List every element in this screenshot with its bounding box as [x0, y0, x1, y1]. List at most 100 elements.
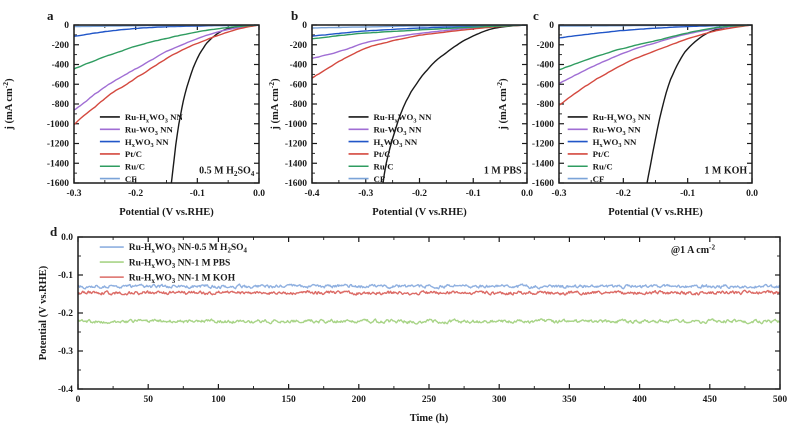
panel-c-ytick: -1600 [532, 179, 554, 189]
panel-a-plot: -0.3 -0.2 -0.1 0.0 0 -200 -400 -600 -800 -1000 -12… [47, 21, 265, 218]
panel-b-ytick: -800 [290, 100, 308, 110]
panel-c-plot: -0.3 -0.2 -0.1 0.0 0 -200 -400 -600 -800 -1000 -12… [532, 21, 758, 218]
panel-a-ytick: -1200 [47, 140, 69, 150]
panel-a-ytick: -200 [52, 41, 70, 51]
panel-b-xtick: -0.3 [358, 189, 373, 199]
legend-label: Pt/C [593, 149, 610, 159]
panel-d-label: d [50, 224, 58, 239]
panel-b-ytick: -1600 [285, 179, 307, 189]
panel-b-xtick: -0.2 [412, 189, 427, 199]
panel-d-xtick: 300 [492, 395, 507, 405]
panel-b-xlabel: Potential (V vs.RHE) [372, 207, 467, 218]
panel-c-ytick: -1400 [532, 159, 554, 169]
panel-a-series-ru-wo-3-nn [74, 25, 259, 111]
panel-d-series-ru-h-x-wo-3-nn-1-m-pbs [78, 318, 780, 325]
legend-label: Ru-HxWO3 NN [374, 112, 433, 124]
legend-entry-ru-h-x-wo-3-nn: Ru-HxWO3 NN [567, 112, 652, 124]
panel-c-xtick: -0.3 [551, 189, 566, 199]
panel-c-ytick: -200 [537, 41, 555, 51]
panel-d-xtick: 500 [773, 395, 788, 405]
panel-b-ytick: -200 [290, 41, 308, 51]
panel-a-xlabel: Potential (V vs.RHE) [119, 207, 214, 218]
panel-a-ytick: 0 [64, 21, 69, 31]
panel-a-frame [73, 24, 260, 184]
panel-a-ytick: -600 [52, 80, 70, 90]
panel-d-xtick: 100 [211, 395, 226, 405]
panel-c-xtick: 0.0 [746, 189, 758, 199]
panel-c-ytick: -1000 [532, 120, 554, 130]
panel-d-ytick: 0.0 [61, 233, 73, 243]
panel-c-series-ru-wo-3-nn [559, 25, 752, 84]
panel-a-xtick: -0.3 [66, 189, 81, 199]
legend-entry-cf: CF [567, 174, 604, 184]
panel-a-xtick: 0.0 [253, 189, 265, 199]
panel-c-ytick: -600 [537, 80, 555, 90]
panel-c-xlabel: Potential (V vs.RHE) [608, 207, 703, 218]
panel-a-annotation: 0.5 M H2SO4 [199, 166, 255, 179]
legend-label: CF [374, 174, 386, 184]
panel-c-series-ru-c [559, 25, 752, 71]
panel-c-xtick: -0.1 [680, 189, 695, 199]
panel-c-ytick: -1200 [532, 140, 554, 150]
legend-entry-ru-c: Ru/C [99, 161, 145, 171]
legend-label: Ru/C [374, 161, 394, 171]
panel-a-ylabel: j (mA cm-2) [1, 78, 15, 131]
panel-a-xtick: -0.2 [128, 189, 143, 199]
legend-entry-cf: CF [99, 174, 137, 184]
panel-b-xtick: -0.4 [304, 189, 319, 199]
legend-entry-ru-h-x-wo-3-nn: Ru-HxWO3 NN [348, 112, 433, 124]
panel-b-ytick: -1400 [285, 159, 307, 169]
panel-d-xtick: 350 [562, 395, 577, 405]
legend-label: HxWO3 NN [374, 137, 418, 149]
panel-b-xtick: -0.1 [466, 189, 481, 199]
panel-c-series-pt-c [559, 25, 752, 106]
panel-c-ytick: -800 [537, 100, 555, 110]
panel-b-series-pt-c [312, 25, 527, 79]
panel-c-frame [558, 24, 753, 184]
legend-label: HxWO3 NN [125, 137, 169, 149]
legend-entry-h-x-wo-3-nn: HxWO3 NN [99, 137, 169, 149]
legend-label: Ru/C [593, 161, 613, 171]
panel-d-frame [77, 236, 781, 390]
panel-d-legend: Ru-HxWO3 NN-0.5 M H2SO4 Ru-HxWO3 NN-1 M P… [99, 243, 248, 285]
legend-entry-ru-wo-3-nn: Ru-WO3 NN [99, 124, 174, 137]
panel-d-xtick: 0 [76, 395, 81, 405]
legend-entry-pt-c: Pt/C [99, 149, 142, 159]
panel-b-ytick: 0 [302, 21, 307, 31]
panel-d-xtick: 150 [281, 395, 296, 405]
legend-entry-cf: CF [348, 174, 386, 184]
legend-label: Ru-WO3 NN [125, 124, 174, 136]
panel-b-ytick: -600 [290, 80, 308, 90]
panel-b-label: b [291, 8, 298, 23]
legend-label: HxWO3 NN [593, 137, 637, 149]
legend-entry-h-x-wo-3-nn: HxWO3 NN [567, 137, 637, 149]
legend-label: CF [125, 174, 137, 184]
panel-a-xtick: -0.1 [190, 189, 205, 199]
legend-label: Ru-WO3 NN [374, 124, 423, 136]
legend-entry-ru-h-x-wo-3-nn-1-m-pbs: Ru-HxWO3 NN-1 M PBS [99, 258, 230, 270]
panel-c-ytick: 0 [549, 21, 554, 31]
panel-d-xlabel: Time (h) [410, 413, 449, 424]
legend-label: Pt/C [125, 149, 142, 159]
panel-c-label: c [533, 8, 539, 23]
panel-d-ytick: -0.3 [58, 347, 73, 357]
panel-c-ytick: -400 [537, 61, 555, 71]
panel-b-series-ru-c [312, 25, 527, 40]
legend-label: Ru-HxWO3 NN [125, 112, 184, 124]
panel-b-ytick: -1000 [285, 120, 307, 130]
panel-d-ytick: -0.4 [58, 385, 73, 395]
legend-label: Ru-HxWO3 NN [593, 112, 652, 124]
panel-c-ylabel: j (mA cm-2) [495, 78, 509, 131]
panel-a-ytick: -1600 [47, 179, 69, 189]
panel-b-ylabel: j (mA cm-2) [267, 78, 281, 131]
panel-b-chart: -0.4 -0.3 -0.2 -0.1 0.0 0 -200 -400 -600 -800 -100… [267, 8, 533, 218]
panel-b-plot: -0.4 -0.3 -0.2 -0.1 0.0 0 -200 -400 -600 -800 -100… [285, 21, 533, 218]
panel-d-ylabel: Potential (V vs.RHE) [38, 265, 49, 360]
panel-a-ytick: -1400 [47, 159, 69, 169]
legend-label: Pt/C [374, 149, 391, 159]
panel-c-chart: -0.3 -0.2 -0.1 0.0 0 -200 -400 -600 -800 -1000 -12… [495, 8, 758, 218]
